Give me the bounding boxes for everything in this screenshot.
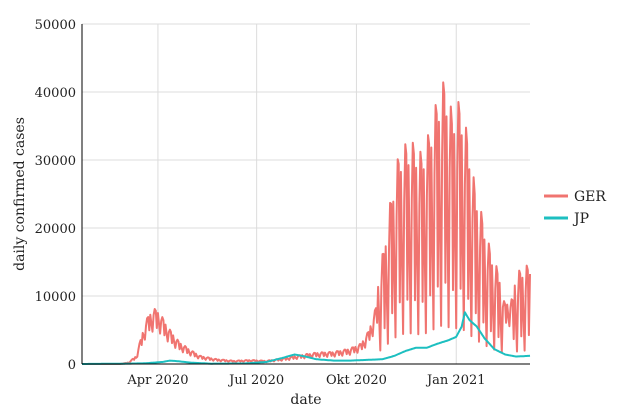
y-tick-label: 10000 bbox=[35, 290, 76, 305]
x-tick-label: Jul 2020 bbox=[227, 373, 284, 388]
y-axis-title: daily confirmed cases bbox=[12, 117, 28, 271]
y-tick-labels: 0 10000 20000 30000 40000 50000 bbox=[35, 18, 76, 373]
y-tick-label: 50000 bbox=[35, 18, 76, 33]
legend-label-jp: JP bbox=[572, 211, 589, 227]
x-tick-labels: Apr 2020 Jul 2020 Okt 2020 Jan 2021 bbox=[126, 373, 485, 388]
y-tick-label: 40000 bbox=[35, 86, 76, 101]
y-tick-label: 0 bbox=[68, 358, 76, 373]
series-layer bbox=[82, 81, 531, 365]
x-tick-label: Apr 2020 bbox=[126, 373, 188, 388]
x-axis-title: date bbox=[290, 392, 321, 406]
x-tick-label: Okt 2020 bbox=[326, 373, 387, 388]
y-tick-label: 30000 bbox=[35, 154, 76, 169]
legend: GER JP bbox=[544, 189, 606, 227]
y-tick-label: 20000 bbox=[35, 222, 76, 237]
legend-label-ger: GER bbox=[574, 189, 606, 205]
x-tick-label: Jan 2021 bbox=[425, 373, 486, 388]
series-line-ger bbox=[82, 81, 531, 365]
series-line-jp bbox=[82, 311, 531, 365]
